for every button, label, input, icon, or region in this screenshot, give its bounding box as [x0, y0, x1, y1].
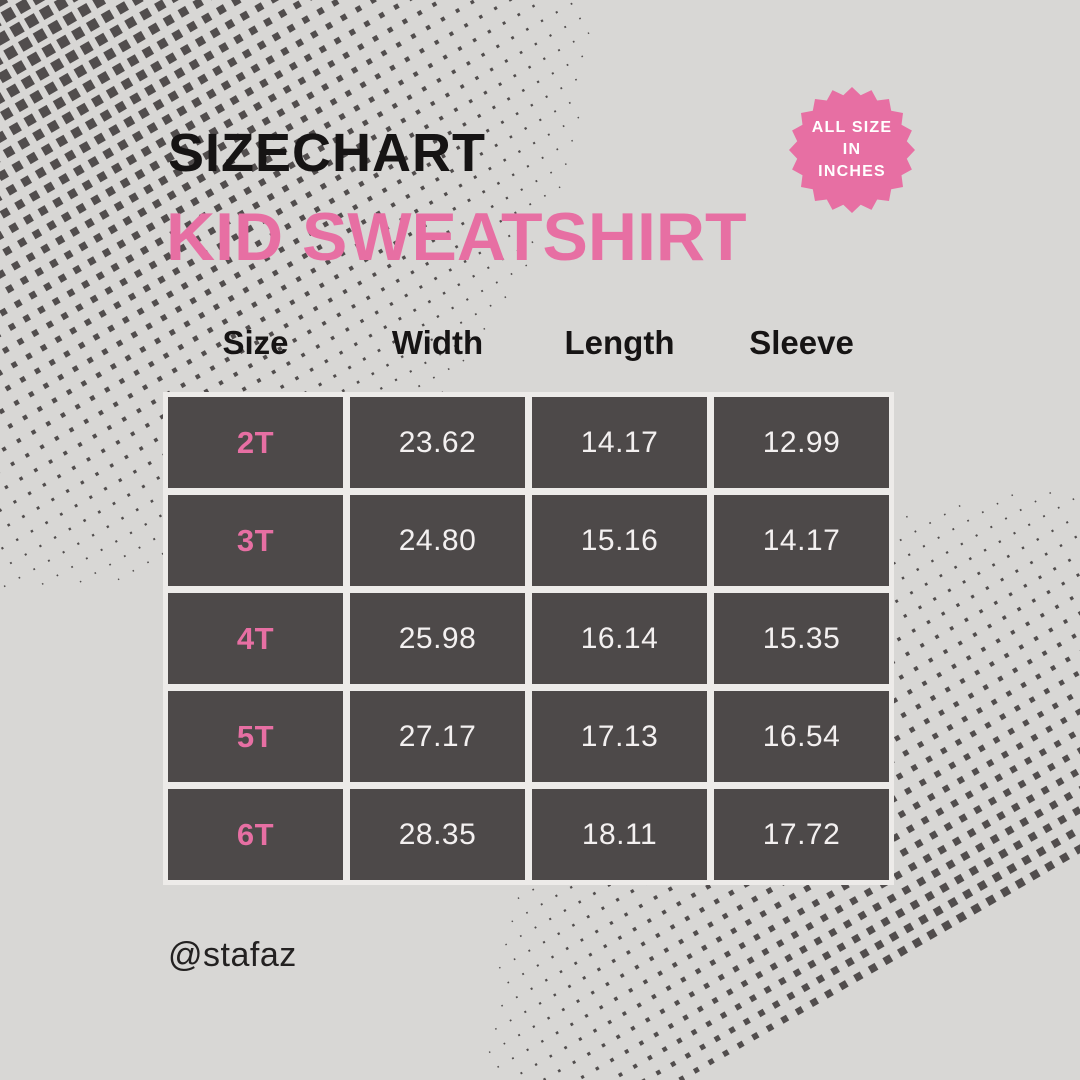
length-value-cell: 17.13 — [532, 691, 707, 782]
column-header-sleeve: Sleeve — [749, 324, 854, 361]
length-value-cell: 16.14 — [532, 593, 707, 684]
size-label-cell: 2T — [168, 397, 343, 488]
length-value-cell: 18.11 — [532, 789, 707, 880]
badge-line: IN — [842, 141, 862, 158]
width-value-cell: 25.98 — [350, 593, 525, 684]
size-label-cell: 6T — [168, 789, 343, 880]
page-subtitle: KID SWEATSHIRT — [166, 199, 747, 275]
size-table: 2T 23.62 14.17 12.99 3T 24.80 15.16 14.1… — [163, 392, 894, 885]
width-value-cell: 27.17 — [350, 691, 525, 782]
column-header-size: Size — [222, 324, 289, 361]
social-handle: @stafaz — [168, 936, 297, 974]
width-value-cell: 28.35 — [350, 789, 525, 880]
starburst-seal-icon — [789, 87, 915, 213]
badge-line: ALL SIZE — [811, 119, 893, 136]
page-title: SIZECHART — [168, 123, 486, 183]
size-label-cell: 5T — [168, 691, 343, 782]
size-label-cell: 4T — [168, 593, 343, 684]
column-header-length: Length — [564, 324, 675, 361]
inches-badge: ALL SIZE IN INCHES — [782, 80, 922, 220]
sleeve-value-cell: 14.17 — [714, 495, 889, 586]
sleeve-value-cell: 12.99 — [714, 397, 889, 488]
table-header-row: Size Width Length Sleeve — [168, 316, 889, 370]
sleeve-value-cell: 15.35 — [714, 593, 889, 684]
length-value-cell: 14.17 — [532, 397, 707, 488]
column-header-width: Width — [391, 324, 484, 361]
sleeve-value-cell: 17.72 — [714, 789, 889, 880]
width-value-cell: 23.62 — [350, 397, 525, 488]
length-value-cell: 15.16 — [532, 495, 707, 586]
width-value-cell: 24.80 — [350, 495, 525, 586]
sleeve-value-cell: 16.54 — [714, 691, 889, 782]
badge-line: INCHES — [818, 163, 886, 180]
size-label-cell: 3T — [168, 495, 343, 586]
badge-text: ALL SIZE IN INCHES — [782, 80, 922, 220]
